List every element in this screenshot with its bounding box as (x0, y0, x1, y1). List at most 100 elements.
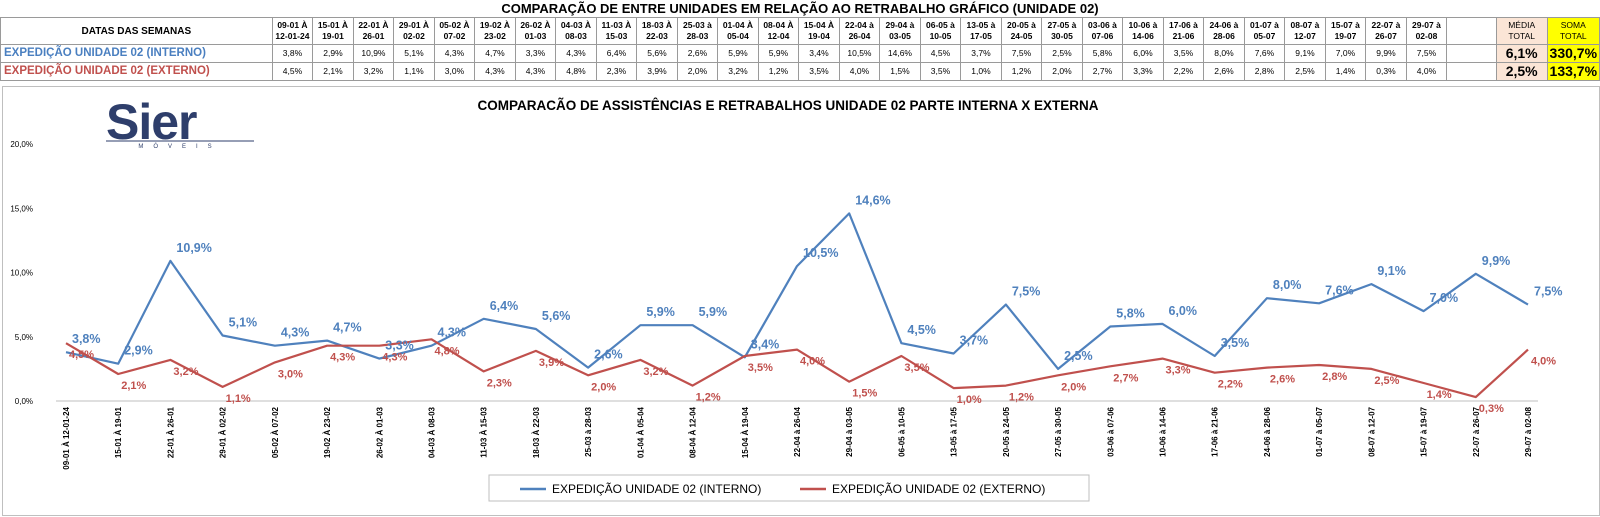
chart-title: COMPARACÃO DE ASSISTÊNCIAS E RETRABALHOS… (477, 98, 1098, 113)
week-header: 10-06 à 14-06 (1122, 17, 1164, 45)
week-start: 26-02 À (520, 20, 551, 30)
x-tick-label: 08-07 à 12-07 (1367, 406, 1376, 456)
data-label: 10,5% (803, 246, 838, 260)
week-header: 22-04 à 26-04 (838, 17, 881, 45)
data-label: 4,8% (435, 345, 460, 357)
data-label: 1,1% (226, 393, 251, 405)
data-label: 2,9% (124, 344, 153, 358)
soma-header-line: SOMA (1560, 20, 1586, 30)
week-end: 12-07 (1294, 31, 1316, 41)
week-start: 24-06 à (1209, 20, 1239, 30)
week-start: 22-04 à (845, 20, 874, 30)
week-end: 14-06 (1132, 31, 1154, 41)
data-label: 2,6% (594, 348, 623, 362)
y-tick-label: 0,0% (15, 397, 33, 406)
week-end: 19-04 (808, 31, 830, 41)
week-end: 12-04 (767, 31, 790, 41)
data-label: 2,5% (1064, 349, 1093, 363)
y-tick-label: 20,0% (10, 140, 33, 149)
value-cell: 4,5% (271, 62, 314, 81)
week-end: 01-03 (524, 31, 547, 41)
data-label: 4,3% (330, 352, 355, 364)
soma-header: SOMA TOTAL (1546, 17, 1600, 45)
week-header: 09-01 À 12-01-24 (271, 17, 314, 45)
series-line-interno (65, 212, 1529, 370)
x-tick-label: 03-06 à 07-06 (1106, 406, 1115, 456)
row-label: EXPEDIÇÃO UNIDADE 02 (INTERNO) (0, 44, 273, 63)
x-tick-label: 01-04 À 05-04 (636, 406, 645, 458)
week-header: 01-04 À 05-04 (717, 17, 759, 45)
data-label: 5,9% (699, 305, 728, 319)
week-end: 26-07 (1375, 31, 1397, 41)
x-tick-label: 24-06 à 28-06 (1263, 406, 1272, 456)
week-start: 18-03 À (641, 20, 673, 30)
data-label: 3,2% (173, 366, 198, 378)
week-end: 17-05 (970, 31, 992, 41)
x-tick-label: 22-07 à 26-07 (1472, 406, 1481, 456)
week-end: 08-03 (565, 31, 587, 41)
media-total: 2,5% (1495, 62, 1548, 81)
x-tick-label: 01-07 à 05-07 (1315, 406, 1324, 456)
week-header: 15-04 À 19-04 (798, 17, 840, 45)
data-label: 3,5% (1221, 336, 1250, 350)
y-tick-label: 15,0% (10, 204, 33, 213)
week-start: 20-05 à (1007, 20, 1036, 30)
week-end: 02-02 (403, 31, 425, 41)
x-tick-label: 05-02 À 07-02 (271, 406, 280, 458)
week-header: 27-05 à 30-05 (1041, 17, 1083, 45)
value-cell: 2,6% (1203, 62, 1245, 81)
y-tick-label: 5,0% (15, 333, 33, 342)
data-label: 9,1% (1377, 264, 1406, 278)
week-start: 29-07 à (1412, 20, 1441, 30)
value-cell: 4,3% (474, 62, 516, 81)
week-header: 22-01 À 26-01 (352, 17, 395, 45)
legend-label: EXPEDIÇÃO UNIDADE 02 (EXTERNO) (832, 482, 1045, 496)
week-start: 17-06 à (1169, 20, 1198, 30)
media-header-line: TOTAL (1508, 31, 1535, 41)
legend-label: EXPEDIÇÃO UNIDADE 02 (INTERNO) (552, 482, 761, 496)
week-end: 15-03 (605, 31, 628, 41)
data-label: 7,6% (1325, 283, 1354, 297)
data-label: 14,6% (855, 193, 890, 207)
logo-text: Sier (106, 94, 197, 150)
series-line-externo (65, 338, 1529, 399)
data-label: 2,6% (1270, 374, 1295, 386)
data-label: 4,0% (1531, 356, 1556, 368)
data-label: 1,2% (1009, 392, 1034, 404)
gap-cell (1446, 62, 1497, 81)
data-label: 2,3% (487, 377, 512, 389)
week-end: 05-07 (1253, 31, 1276, 41)
week-header: 08-04 À 12-04 (757, 17, 800, 45)
week-header: 04-03 À 08-03 (555, 17, 597, 45)
table-row: EXPEDIÇÃO UNIDADE 02 (EXTERNO) 4,5% 2,1% 3,… (0, 62, 1600, 81)
x-tick-label: 29-04 à 03-05 (845, 406, 854, 456)
value-cell: 4,3% (514, 62, 557, 81)
data-label: 3,5% (904, 362, 929, 374)
x-tick-label: 15-07 à 19-07 (1420, 406, 1429, 456)
data-label: 3,2% (643, 366, 668, 378)
week-start: 27-05 à (1047, 20, 1077, 30)
week-start: 29-01 À (398, 20, 430, 30)
data-label: 0,3% (1479, 403, 1504, 415)
week-end: 19-07 (1334, 31, 1357, 41)
value-cell: 2,8% (1243, 62, 1286, 81)
x-tick-label: 25-03 à 28-03 (584, 406, 593, 456)
x-tick-label: 18-03 À 22-03 (532, 406, 541, 458)
value-cell: 0,3% (1365, 62, 1407, 81)
x-tick-label: 06-05 à 10-05 (897, 406, 906, 456)
week-end: 02-08 (1415, 31, 1438, 41)
data-label: 2,7% (1113, 372, 1138, 384)
week-start: 19-02 À (479, 20, 511, 30)
x-tick-label: 27-05 à 30-05 (1054, 406, 1063, 456)
data-label: 4,3% (281, 326, 310, 340)
data-label: 6,0% (1169, 304, 1198, 318)
week-start: 13-05 à (966, 20, 996, 30)
week-end: 03-05 (889, 31, 911, 41)
data-label: 3,3% (1166, 365, 1191, 377)
week-start: 09-01 À (277, 20, 308, 30)
week-header: 18-03 À 22-03 (636, 17, 678, 45)
week-end: 28-06 (1213, 31, 1235, 41)
week-end: 28-03 (686, 31, 709, 41)
week-start: 08-04 À (763, 20, 794, 30)
